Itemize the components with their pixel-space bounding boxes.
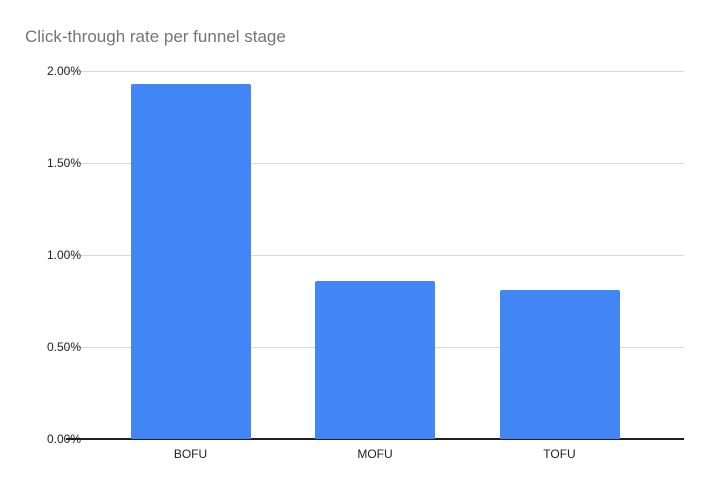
x-axis-label-mofu: MOFU bbox=[357, 447, 393, 461]
x-axis-label-tofu: TOFU bbox=[543, 447, 576, 461]
x-axis-line bbox=[66, 438, 684, 440]
y-axis-tick-label: 0.50% bbox=[46, 340, 81, 354]
y-axis-tick-label: 2.00% bbox=[46, 64, 81, 78]
gridline bbox=[66, 163, 684, 164]
gridline bbox=[66, 255, 684, 256]
y-axis-tick-label: 0.00% bbox=[46, 432, 81, 446]
plot-area bbox=[66, 71, 684, 440]
bar-bofu[interactable] bbox=[130, 83, 251, 439]
y-axis-tick-label: 1.00% bbox=[46, 248, 81, 262]
bar-tofu[interactable] bbox=[499, 289, 620, 439]
chart-title: Click-through rate per funnel stage bbox=[25, 27, 286, 46]
bar-mofu[interactable] bbox=[315, 280, 435, 439]
y-axis-tick-label: 1.50% bbox=[46, 156, 81, 170]
gridline bbox=[66, 71, 684, 72]
x-axis-label-bofu: BOFU bbox=[173, 447, 208, 461]
